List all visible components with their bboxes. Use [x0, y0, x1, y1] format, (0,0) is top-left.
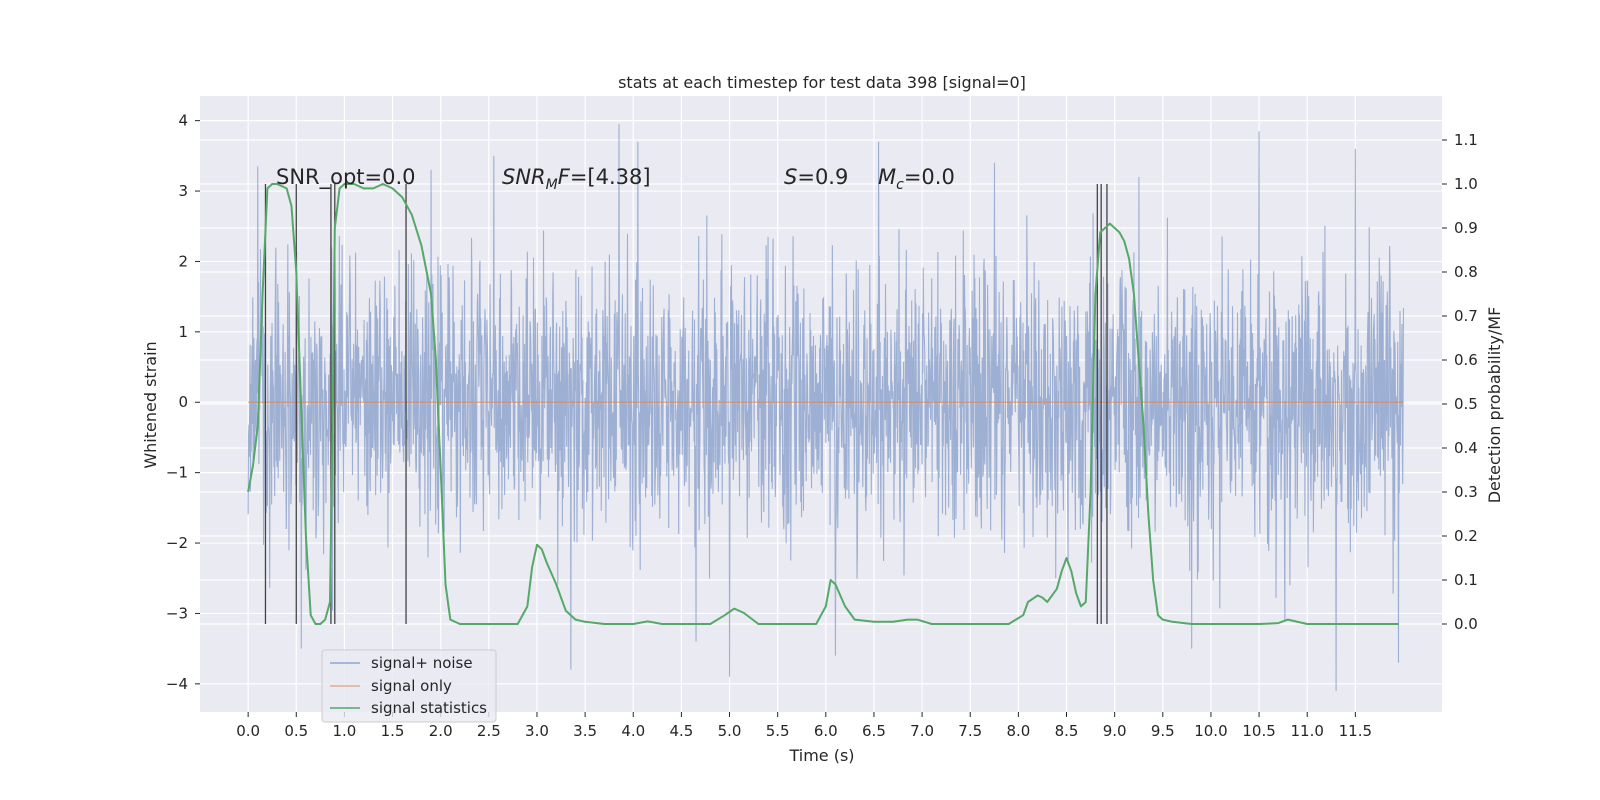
y-right-tick-label: 0.1: [1454, 571, 1478, 589]
noise-trace: [247, 124, 1405, 691]
x-tick-label: 8.0: [1006, 722, 1030, 740]
y-left-tick-label: 0: [178, 393, 188, 411]
y-left-tick-label: −3: [166, 604, 188, 622]
x-tick-label: 4.0: [621, 722, 645, 740]
y-left-tick-label: −1: [166, 464, 188, 482]
x-tick-label: 7.0: [910, 722, 934, 740]
x-tick-label: 8.5: [1055, 722, 1079, 740]
y-left-tick-label: −2: [166, 534, 188, 552]
y-right-tick-label: 1.0: [1454, 175, 1478, 193]
x-axis-ticks: 0.0 0.5 1.0 1.5 2.0 2.5 3.0 3.5 4.0 4.5 5.0 5.5 6.0 6…: [236, 712, 1372, 740]
y-right-tick-label: 1.1: [1454, 131, 1478, 149]
legend-label-signal-only: signal only: [371, 677, 452, 695]
x-tick-label: 2.0: [429, 722, 453, 740]
x-tick-label: 10.0: [1194, 722, 1227, 740]
signal-statistics-series: [247, 183, 1399, 625]
legend-label-statistics: signal statistics: [371, 699, 487, 717]
x-tick-label: 6.0: [814, 722, 838, 740]
x-tick-label: 4.5: [669, 722, 693, 740]
y-right-tick-label: 0.7: [1454, 307, 1478, 325]
y-right-tick-label: 0.5: [1454, 395, 1478, 413]
x-tick-label: 3.5: [573, 722, 597, 740]
y-right-tick-label: 0.6: [1454, 351, 1478, 369]
x-tick-label: 3.0: [525, 722, 549, 740]
y-left-tick-label: 4: [178, 112, 188, 130]
x-tick-label: 5.0: [718, 722, 742, 740]
x-tick-label: 1.5: [381, 722, 405, 740]
s-annotation: S=0.9: [784, 165, 848, 189]
legend-label-noise: signal+ noise: [371, 654, 473, 672]
left-y-axis-label: Whitened strain: [141, 341, 160, 468]
legend: signal+ noise signal only signal statist…: [321, 649, 497, 723]
y-left-tick-label: 3: [178, 182, 188, 200]
y-right-tick-label: 0.3: [1454, 483, 1478, 501]
left-y-axis-ticks: 4 3 2 1 0 −1 −2 −3 −4: [166, 112, 200, 693]
y-right-tick-label: 0.2: [1454, 527, 1478, 545]
x-tick-label: 0.0: [236, 722, 260, 740]
y-right-tick-label: 0.9: [1454, 219, 1478, 237]
detection-marker-lines: [264, 184, 1108, 624]
y-left-tick-label: 1: [178, 323, 188, 341]
x-tick-label: 9.0: [1103, 722, 1127, 740]
chart-title: stats at each timestep for test data 398…: [618, 73, 1026, 92]
right-y-axis-label: Detection probability/MF: [1485, 307, 1504, 504]
x-tick-label: 1.0: [332, 722, 356, 740]
x-tick-label: 10.5: [1242, 722, 1275, 740]
right-y-axis-ticks: 1.1 1.0 0.9 0.8 0.7 0.6 0.5 0.4 0.3 0.2 0.1 0.0: [1442, 131, 1478, 633]
snr-mf-annotation: SNRMF=[4.38]: [502, 165, 651, 193]
x-tick-label: 7.5: [958, 722, 982, 740]
x-axis-label: Time (s): [788, 746, 854, 765]
y-left-tick-label: 2: [178, 252, 188, 270]
mc-annotation: Mc=0.0: [878, 165, 955, 193]
legend-box: [321, 649, 497, 723]
statistics-curve: [247, 183, 1399, 625]
x-tick-label: 11.0: [1291, 722, 1324, 740]
x-tick-label: 2.5: [477, 722, 501, 740]
y-right-tick-label: 0.8: [1454, 263, 1478, 281]
snr-opt-annotation: SNR_opt=0.0: [276, 165, 416, 190]
y-right-tick-label: 0.4: [1454, 439, 1478, 457]
x-tick-label: 5.5: [766, 722, 790, 740]
x-tick-label: 9.5: [1151, 722, 1175, 740]
x-tick-label: 11.5: [1339, 722, 1372, 740]
signal-plus-noise-series: [247, 124, 1405, 691]
x-tick-label: 6.5: [862, 722, 886, 740]
y-left-tick-label: −4: [166, 675, 188, 693]
y-right-tick-label: 0.0: [1454, 615, 1478, 633]
x-tick-label: 0.5: [284, 722, 308, 740]
